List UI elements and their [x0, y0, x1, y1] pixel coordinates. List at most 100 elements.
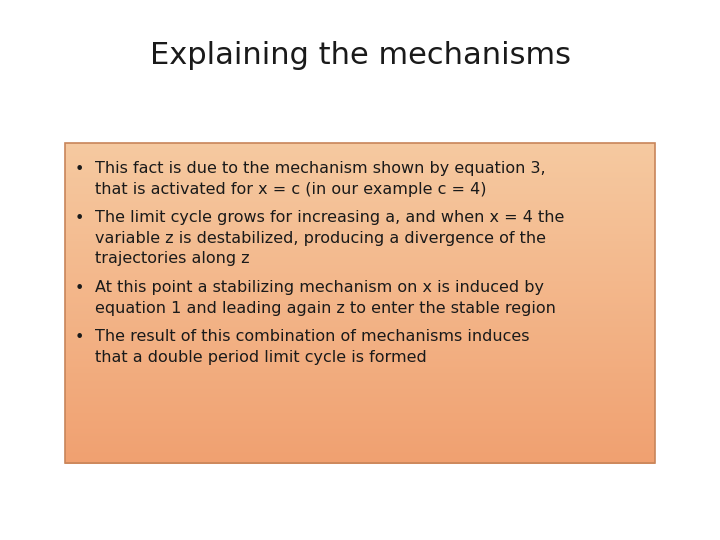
Bar — [65, 367, 655, 369]
Bar — [65, 447, 655, 449]
Bar — [65, 298, 655, 300]
Bar — [65, 160, 655, 163]
Bar — [65, 340, 655, 342]
Bar — [65, 421, 655, 423]
Bar — [65, 452, 655, 454]
Bar — [65, 198, 655, 199]
Bar — [65, 406, 655, 408]
Bar — [65, 326, 655, 327]
Bar — [65, 268, 655, 270]
Bar — [65, 402, 655, 404]
Bar — [65, 210, 655, 212]
Bar — [65, 157, 655, 159]
Bar — [65, 335, 655, 337]
Bar — [65, 329, 655, 330]
Bar — [65, 233, 655, 235]
Bar — [65, 250, 655, 252]
Bar — [65, 311, 655, 313]
Bar — [65, 293, 655, 295]
Bar — [65, 258, 655, 260]
Bar — [65, 223, 655, 225]
Bar — [65, 394, 655, 396]
Bar — [65, 271, 655, 273]
Text: variable z is destabilized, producing a divergence of the: variable z is destabilized, producing a … — [95, 231, 546, 246]
Bar — [65, 384, 655, 387]
Text: that is activated for x = c (in our example c = 4): that is activated for x = c (in our exam… — [95, 181, 487, 197]
Bar — [65, 356, 655, 358]
Bar — [65, 383, 655, 385]
Bar — [65, 296, 655, 299]
Bar — [65, 252, 655, 254]
Bar — [65, 276, 655, 278]
Bar — [65, 217, 655, 219]
Bar — [65, 330, 655, 332]
Bar — [65, 401, 655, 403]
Bar — [65, 416, 655, 419]
Bar — [65, 301, 655, 303]
Bar — [65, 261, 655, 264]
Bar — [65, 260, 655, 262]
Bar — [65, 253, 655, 255]
Bar — [65, 338, 655, 340]
Bar — [65, 318, 655, 320]
Bar — [65, 437, 655, 440]
Bar — [65, 255, 655, 257]
Bar — [65, 269, 655, 272]
Bar — [65, 234, 655, 237]
Bar — [65, 181, 655, 184]
Bar — [65, 436, 655, 438]
Bar — [65, 247, 655, 249]
Bar — [65, 183, 655, 185]
Bar — [65, 300, 655, 302]
Bar — [65, 145, 655, 147]
Bar — [65, 333, 655, 335]
Bar — [65, 146, 655, 148]
Bar — [65, 426, 655, 428]
Bar — [65, 225, 655, 227]
Bar — [65, 159, 655, 161]
Bar — [65, 418, 655, 420]
Bar — [65, 284, 655, 286]
Bar — [65, 349, 655, 352]
Bar — [65, 378, 655, 380]
Text: that a double period limit cycle is formed: that a double period limit cycle is form… — [95, 350, 427, 365]
Text: equation 1 and leading again z to enter the stable region: equation 1 and leading again z to enter … — [95, 301, 556, 316]
Bar — [65, 208, 655, 211]
Bar — [65, 376, 655, 379]
Bar — [65, 196, 655, 198]
Bar — [65, 415, 655, 417]
Bar — [65, 282, 655, 284]
Bar — [65, 190, 655, 192]
Bar — [65, 450, 655, 453]
Text: •: • — [75, 162, 84, 177]
Bar — [65, 150, 655, 152]
Bar — [65, 180, 655, 182]
Bar — [65, 446, 655, 448]
Bar — [65, 167, 655, 169]
Bar — [65, 173, 655, 176]
Bar — [65, 324, 655, 326]
Text: •: • — [75, 330, 84, 345]
Bar — [65, 156, 655, 158]
Bar — [65, 380, 655, 382]
Bar — [65, 439, 655, 441]
Bar — [65, 458, 655, 460]
Bar — [65, 393, 655, 395]
Text: Explaining the mechanisms: Explaining the mechanisms — [150, 40, 570, 70]
Bar — [65, 351, 655, 353]
Bar — [65, 178, 655, 180]
Bar — [65, 220, 655, 222]
Bar — [65, 457, 655, 458]
Bar — [65, 228, 655, 230]
Bar — [65, 346, 655, 348]
Bar — [65, 364, 655, 366]
Bar — [65, 404, 655, 406]
Bar — [65, 308, 655, 310]
Bar — [65, 186, 655, 188]
Bar — [65, 278, 655, 280]
Bar — [65, 399, 655, 401]
Bar — [65, 391, 655, 393]
Bar — [65, 348, 655, 350]
Bar — [65, 429, 655, 431]
Bar — [65, 357, 655, 360]
